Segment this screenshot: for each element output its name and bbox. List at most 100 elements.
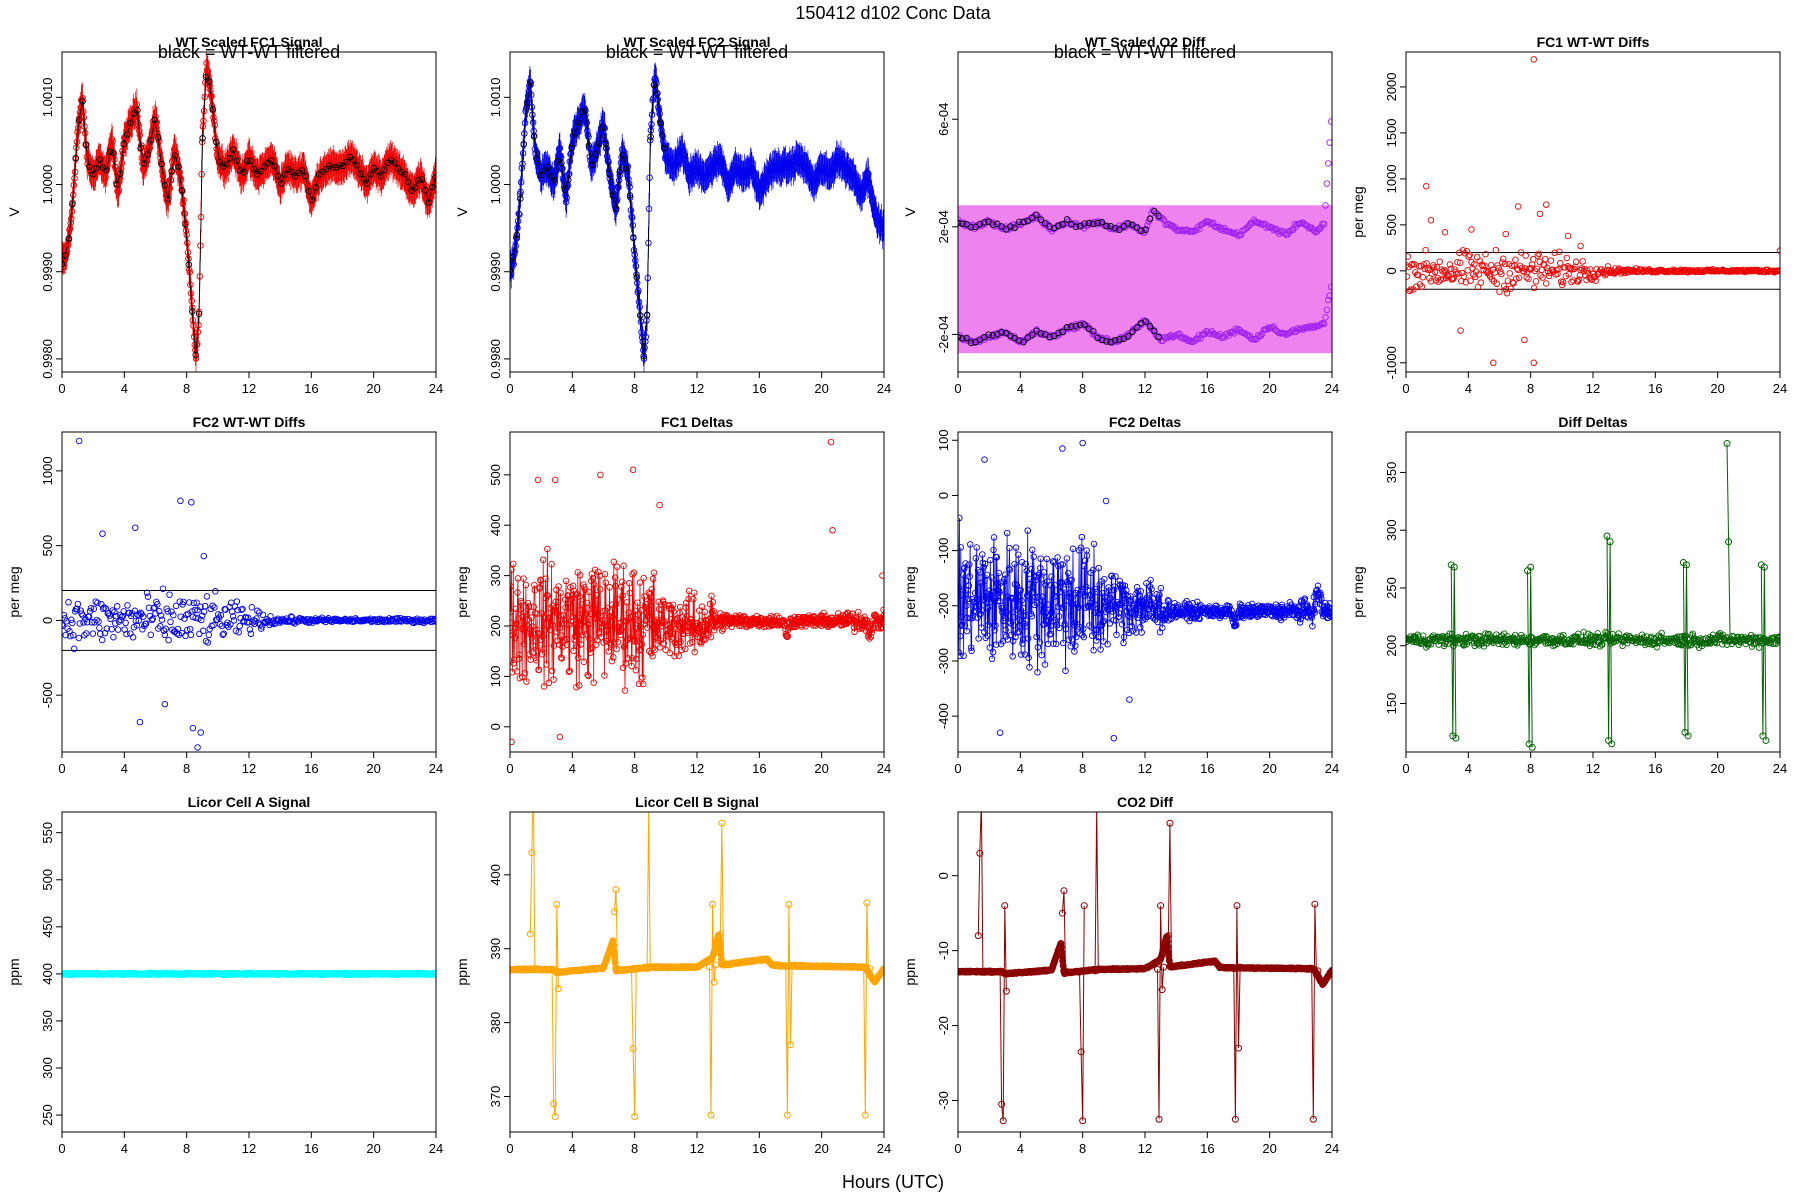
data-point [697,167,704,174]
outlier-point [827,438,835,446]
data-point [1423,260,1430,267]
outlier-point [656,501,663,509]
data-point [244,614,252,621]
data-point [1579,258,1586,265]
data-point [659,616,666,623]
data-point [702,636,709,643]
data-point [525,603,533,611]
data-point [575,654,582,661]
x-tick-label: 24 [1325,381,1339,396]
data-point [1197,335,1204,342]
data-point [618,578,626,586]
data-point [534,647,541,655]
data-point [1565,271,1572,278]
data-point [1500,282,1508,290]
data-point [1055,329,1062,337]
data-point [166,591,173,598]
outlier-point [1441,228,1449,236]
data-point [79,94,86,102]
y-tick-label: -500 [40,682,55,708]
panel-annotation: black = WT-WT filtered [1054,42,1236,62]
data-point [967,224,975,231]
data-point [579,631,586,639]
x-tick-label: 20 [1710,381,1724,396]
data-point [680,630,687,638]
data-point [175,163,182,171]
data-point [1111,224,1119,232]
data-point [1426,274,1433,282]
data-point [625,609,632,616]
data-point [592,150,599,158]
data-point [117,616,125,624]
data-point [182,632,189,640]
data-point [587,610,595,618]
data-point [537,171,545,179]
data-point [1325,296,1332,304]
data-point [1233,327,1241,335]
data-point [1094,334,1101,342]
data-point [129,634,137,641]
data-point [747,161,755,168]
data-point [782,158,789,165]
data-point [1232,325,1239,333]
data-point [561,186,569,193]
data-point [1406,287,1413,295]
data-point [575,119,582,126]
data-point [1116,226,1123,233]
data-point [207,605,214,613]
data-point [963,220,970,228]
x-tick-label: 16 [1200,381,1214,396]
x-tick-label: 4 [569,761,576,776]
data-point [963,334,970,342]
data-point [1435,278,1442,285]
data-point [532,654,539,662]
x-tick-label: 0 [1402,381,1409,396]
data-point [547,173,555,180]
data-point [281,171,289,178]
data-point [671,652,678,660]
data-point [1146,215,1154,222]
data-point [1539,274,1546,281]
data-point [167,618,174,626]
data-point [604,621,612,629]
data-point [511,634,519,641]
data-point [1475,271,1483,278]
data-point [205,631,213,639]
data-point [557,589,564,597]
data-point [1002,226,1010,233]
data-point [1592,277,1600,284]
data-point [1533,265,1541,273]
data-point [626,183,633,191]
data-point [510,656,518,663]
data-point [868,198,876,205]
data-point [589,574,597,582]
data-point [608,657,616,665]
x-tick-label: 12 [1138,381,1152,396]
data-point [654,637,662,644]
x-tick-label: 8 [1079,381,1086,396]
data-point [1081,220,1088,227]
data-point [374,167,381,175]
data-point [132,617,140,625]
data-point [142,158,149,165]
data-point [639,631,647,639]
data-point [600,639,607,646]
data-point [1449,275,1457,283]
data-point [171,152,179,159]
data-point [596,132,604,139]
data-point [677,620,685,627]
data-point [254,607,261,615]
figure-title: 150412 d102 Conc Data [795,3,991,23]
data-point [638,641,646,648]
data-point [1015,337,1023,344]
data-point [1162,334,1169,341]
data-point [271,163,278,170]
data-point [1455,270,1462,277]
data-point [652,77,660,84]
data-point [67,632,74,640]
data-point [513,668,521,675]
data-point [683,161,691,169]
data-point [240,168,247,176]
data-point [647,133,654,141]
data-point [1416,281,1424,288]
